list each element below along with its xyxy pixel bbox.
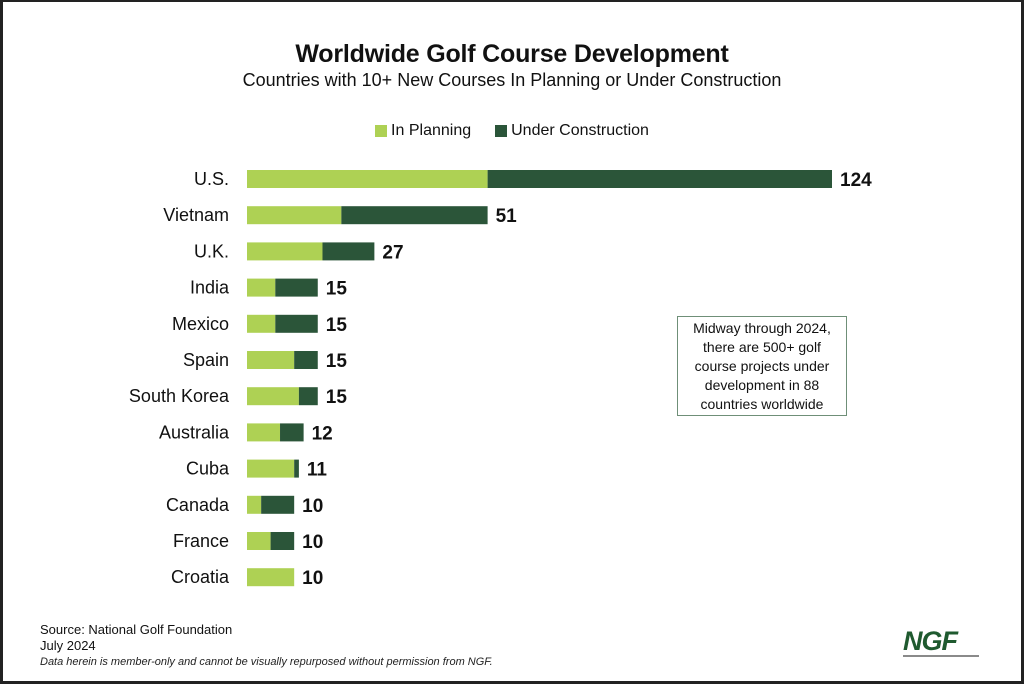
value-label: 15 bbox=[326, 351, 348, 372]
bar-segment-in-planning bbox=[247, 459, 295, 478]
category-label: India bbox=[190, 278, 230, 298]
source-text: Source: National Golf Foundation bbox=[40, 622, 233, 637]
date-text: July 2024 bbox=[40, 638, 96, 653]
ngf-logo: NGF bbox=[903, 628, 979, 658]
value-label: 11 bbox=[307, 460, 328, 481]
value-label: 51 bbox=[496, 206, 518, 227]
chart-title: Worldwide Golf Course Development bbox=[295, 40, 729, 68]
bar-segment-under-construction bbox=[275, 314, 318, 333]
bar-group-croatia: Croatia 10 bbox=[171, 567, 323, 589]
bar-segment-in-planning bbox=[247, 314, 276, 333]
category-label: U.S. bbox=[194, 169, 229, 189]
disclaimer-text: Data herein is member-only and cannot be… bbox=[40, 656, 493, 668]
bar-group-australia: Australia 12 bbox=[159, 422, 333, 444]
bar-group-south-korea: South Korea 15 bbox=[129, 386, 347, 408]
value-label: 27 bbox=[382, 242, 403, 263]
bar-segment-in-planning bbox=[247, 423, 281, 442]
logo-underline bbox=[903, 655, 979, 657]
value-label: 124 bbox=[840, 170, 872, 191]
bar-segment-in-planning bbox=[247, 206, 342, 225]
bar-segment-in-planning bbox=[247, 495, 262, 514]
value-label: 10 bbox=[302, 532, 323, 553]
value-label: 15 bbox=[326, 315, 348, 336]
bar-segment-under-construction bbox=[298, 387, 318, 406]
category-label: Spain bbox=[183, 350, 229, 370]
bar-segment-in-planning bbox=[247, 387, 299, 406]
bar-group-u-k: U.K. 27 bbox=[194, 241, 404, 263]
annotation-text: Midway through 2024, there are 500+ golf… bbox=[693, 319, 831, 412]
legend-swatch-in-planning bbox=[375, 125, 388, 137]
bar-segment-under-construction bbox=[270, 532, 295, 550]
category-label: Mexico bbox=[172, 314, 229, 334]
legend-swatch-under-construction bbox=[495, 125, 508, 137]
bar-group-u-s: U.S. 124 bbox=[194, 169, 872, 191]
bar-group-india: India 15 bbox=[190, 278, 347, 300]
bar-segment-in-planning bbox=[247, 351, 295, 369]
bar-segment-in-planning bbox=[247, 278, 276, 297]
bar-group-france: France 10 bbox=[173, 531, 323, 553]
category-label: Cuba bbox=[186, 459, 230, 479]
bar-segment-under-construction bbox=[294, 351, 318, 369]
annotation-callout: Midway through 2024, there are 500+ golf… bbox=[677, 316, 847, 416]
value-label: 10 bbox=[302, 568, 323, 589]
chart-subtitle: Countries with 10+ New Courses In Planni… bbox=[242, 70, 782, 90]
legend-item-in-planning: In Planning bbox=[375, 122, 471, 140]
bar-segment-in-planning bbox=[247, 242, 323, 261]
bar-segment-under-construction bbox=[280, 423, 304, 442]
bar-segment-in-planning bbox=[247, 568, 295, 587]
bar-group-mexico: Mexico 15 bbox=[172, 314, 347, 336]
legend-item-under-construction: Under Construction bbox=[495, 122, 649, 140]
category-label: Vietnam bbox=[163, 205, 229, 225]
value-label: 15 bbox=[326, 279, 348, 300]
legend-label-under-construction: Under Construction bbox=[511, 122, 649, 139]
category-label: South Korea bbox=[129, 386, 230, 406]
bar-group-spain: Spain 15 bbox=[183, 350, 347, 372]
bar-segment-under-construction bbox=[294, 459, 299, 478]
category-label: France bbox=[173, 531, 229, 551]
bar-segment-under-construction bbox=[322, 242, 375, 261]
category-label: Croatia bbox=[171, 567, 230, 587]
bar-segment-in-planning bbox=[247, 532, 271, 550]
category-label: Canada bbox=[166, 495, 230, 515]
bar-segment-under-construction bbox=[341, 206, 488, 225]
bar-group-vietnam: Vietnam 51 bbox=[163, 205, 517, 227]
category-label: U.K. bbox=[194, 241, 229, 261]
value-label: 10 bbox=[302, 496, 323, 517]
bar-segment-under-construction bbox=[275, 278, 318, 297]
bar-group-canada: Canada 10 bbox=[166, 495, 323, 517]
value-label: 12 bbox=[312, 423, 333, 444]
category-label: Australia bbox=[159, 422, 230, 442]
logo-text: NGF bbox=[903, 626, 958, 656]
bar-segment-under-construction bbox=[487, 170, 832, 188]
bar-group-cuba: Cuba 11 bbox=[186, 459, 327, 481]
source-note: Source: National Golf Foundation July 20… bbox=[40, 622, 232, 654]
bar-segment-in-planning bbox=[247, 170, 488, 188]
legend-label-in-planning: In Planning bbox=[391, 122, 472, 139]
bar-segment-under-construction bbox=[261, 495, 295, 514]
legend: In Planning Under Construction bbox=[0, 122, 1024, 140]
value-label: 15 bbox=[326, 387, 348, 408]
